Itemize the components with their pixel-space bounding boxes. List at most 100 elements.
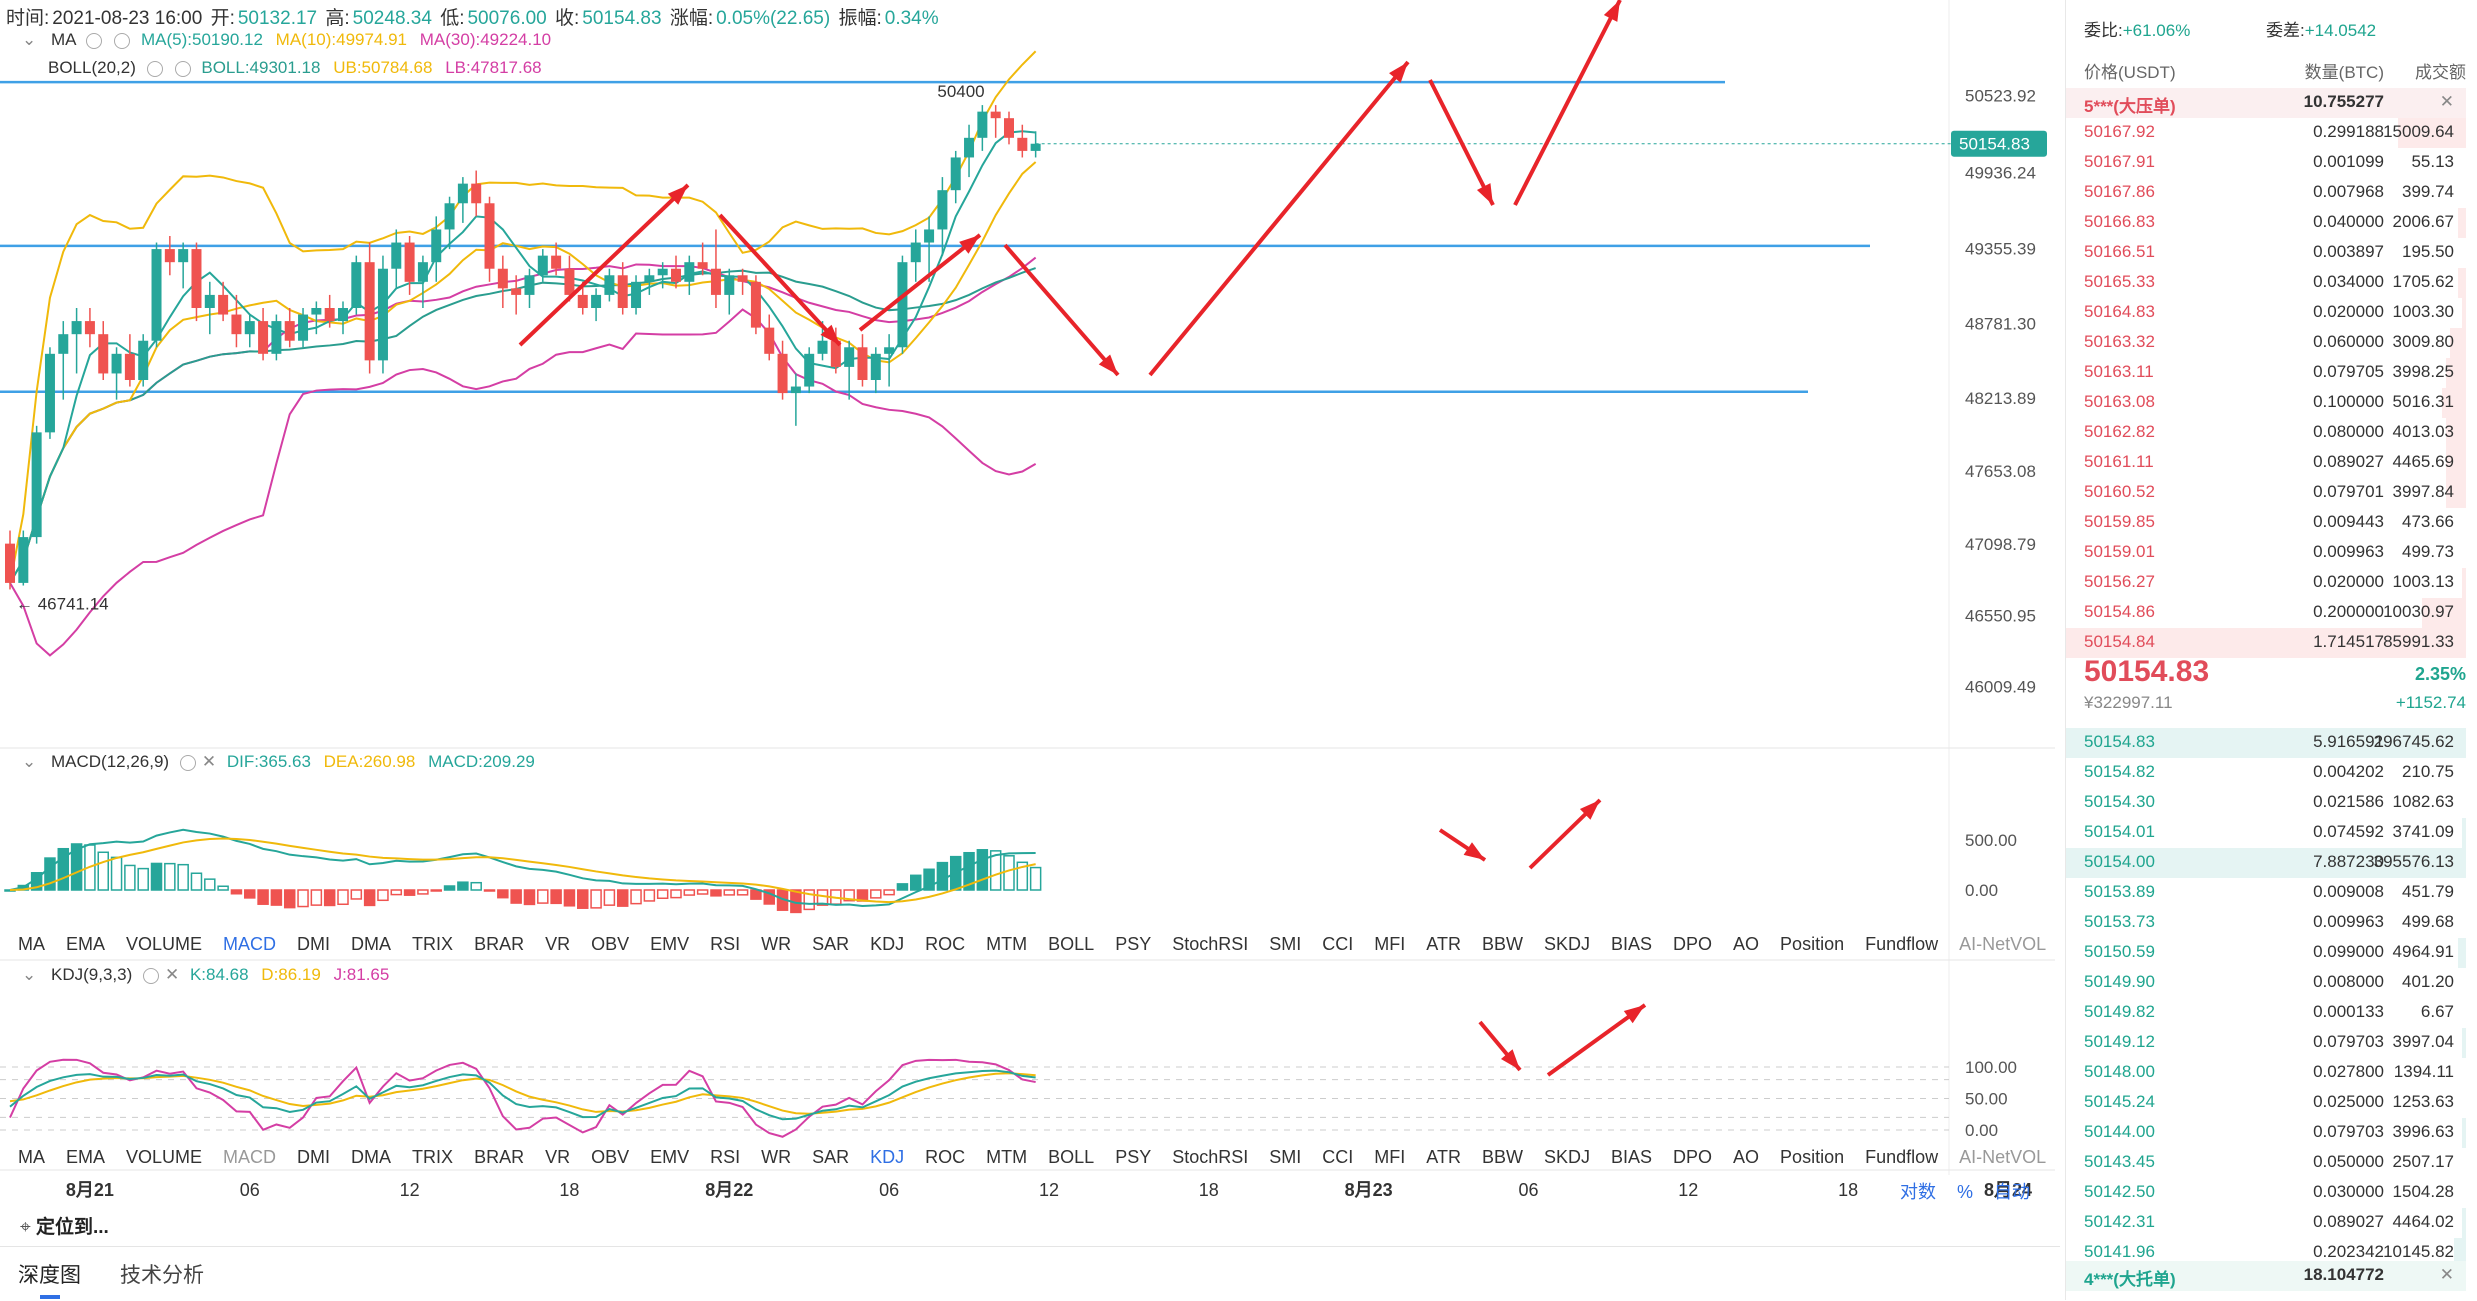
tab-dmi[interactable]: DMI [297, 1147, 331, 1167]
bid-row[interactable]: 50149.90 0.008000 401.20 [2066, 968, 2466, 998]
tab-emv[interactable]: EMV [650, 1147, 690, 1167]
ask-row[interactable]: 50154.84 1.714517 85991.33 [2066, 628, 2466, 658]
kline-chart[interactable]: 50523.92 49936.24 49355.39 48781.30 48213.89… [0, 0, 2060, 1246]
bottom-tabs[interactable]: 深度图 技术分析 [0, 1246, 2060, 1301]
ask-row[interactable]: 50161.11 0.089027 4465.69 [2066, 448, 2466, 478]
chart-area[interactable]: 50523.92 49936.24 49355.39 48781.30 48213.89… [0, 0, 2189, 1301]
bid-row[interactable]: 50153.73 0.009963 499.68 [2066, 908, 2466, 938]
tab-ai-netvol[interactable]: AI-NetVOL [1959, 934, 2047, 954]
bid-row[interactable]: 50154.01 0.074592 3741.09 [2066, 818, 2466, 848]
tab-depth[interactable]: 深度图 [18, 1264, 81, 1287]
tab-smi[interactable]: SMI [1269, 934, 1302, 954]
indicator-tabs-kdj[interactable]: MA EMA VOLUME MACD DMI DMA TRIX BRAR VR OBV EMV RSI… [18, 1147, 2210, 1168]
large-bid-row[interactable]: 4***(大托单) 18.104772 ✕ [2066, 1261, 2466, 1291]
ask-row[interactable]: 50167.91 0.001099 55.13 [2066, 148, 2466, 178]
tab-atr[interactable]: ATR [1426, 934, 1461, 954]
tab-psy[interactable]: PSY [1115, 934, 1152, 954]
tab-roc[interactable]: ROC [925, 1147, 966, 1167]
bid-row[interactable]: 50148.00 0.027800 1394.11 [2066, 1058, 2466, 1088]
tab-macd[interactable]: MACD [223, 1147, 277, 1167]
tab-vr[interactable]: VR [545, 1147, 571, 1167]
tab-mtm[interactable]: MTM [986, 1147, 1028, 1167]
gear-icon[interactable] [174, 60, 191, 77]
tab-position[interactable]: Position [1780, 934, 1845, 954]
gear-icon[interactable] [179, 754, 196, 771]
tab-vr[interactable]: VR [545, 934, 571, 954]
tab-bias[interactable]: BIAS [1610, 934, 1653, 954]
bid-row[interactable]: 50154.82 0.004202 210.75 [2066, 758, 2466, 788]
bid-row[interactable]: 50142.50 0.030000 1504.28 [2066, 1178, 2466, 1208]
tab-macd[interactable]: MACD [223, 934, 277, 954]
ask-row[interactable]: 50159.01 0.009963 499.73 [2066, 538, 2466, 568]
tab-mfi[interactable]: MFI [1374, 1147, 1406, 1167]
tab-dpo[interactable]: DPO [1673, 1147, 1713, 1167]
tab-roc[interactable]: ROC [925, 934, 966, 954]
bid-row[interactable]: 50141.96 0.202342 10145.82 [2066, 1238, 2466, 1268]
bid-row[interactable]: 50153.89 0.009008 451.79 [2066, 878, 2466, 908]
tab-kdj[interactable]: KDJ [870, 934, 905, 954]
tab-mfi[interactable]: MFI [1374, 934, 1406, 954]
tab-wr[interactable]: WR [761, 1147, 792, 1167]
locate-button[interactable]: ⌖ 定位到... [20, 1217, 109, 1238]
tab-boll[interactable]: BOLL [1048, 934, 1095, 954]
tab-mtm[interactable]: MTM [986, 934, 1028, 954]
tab-technical[interactable]: 技术分析 [120, 1264, 204, 1287]
tab-dpo[interactable]: DPO [1673, 934, 1713, 954]
bid-row[interactable]: 50150.59 0.099000 4964.91 [2066, 938, 2466, 968]
ask-row[interactable]: 50160.52 0.079701 3997.84 [2066, 478, 2466, 508]
tab-ema[interactable]: EMA [66, 1147, 106, 1167]
tab-sar[interactable]: SAR [812, 1147, 850, 1167]
ask-row[interactable]: 50159.85 0.009443 473.66 [2066, 508, 2466, 538]
tab-psy[interactable]: PSY [1115, 1147, 1152, 1167]
tab-position[interactable]: Position [1780, 1147, 1845, 1167]
tab-ma[interactable]: MA [18, 1147, 45, 1167]
tab-rsi[interactable]: RSI [710, 1147, 741, 1167]
bid-row[interactable]: 50149.82 0.000133 6.67 [2066, 998, 2466, 1028]
ask-row[interactable]: 50167.86 0.007968 399.74 [2066, 178, 2466, 208]
scale-options[interactable]: 对数 % 自动 [1884, 1178, 2030, 1204]
log-scale-button[interactable]: 对数 [1899, 1182, 1936, 1202]
tab-smi[interactable]: SMI [1269, 1147, 1302, 1167]
indicator-tabs-macd[interactable]: MA EMA VOLUME MACD DMI DMA TRIX BRAR VR OBV EMV RSI… [18, 934, 2210, 955]
large-ask-row[interactable]: 5***(大压单) 10.755277 ✕ [2066, 88, 2466, 118]
gear-icon[interactable] [142, 967, 159, 984]
tab-stochrsi[interactable]: StochRSI [1172, 1147, 1249, 1167]
eye-icon[interactable] [86, 32, 103, 49]
tab-obv[interactable]: OBV [591, 1147, 630, 1167]
collapse-icon[interactable]: ⌄ [22, 965, 37, 984]
ask-row[interactable]: 50165.33 0.034000 1705.62 [2066, 268, 2466, 298]
bid-row[interactable]: 50154.83 5.916591 296745.62 [2066, 728, 2466, 758]
tab-trix[interactable]: TRIX [412, 934, 454, 954]
tab-stochrsi[interactable]: StochRSI [1172, 934, 1249, 954]
ask-row[interactable]: 50163.11 0.079705 3998.25 [2066, 358, 2466, 388]
tab-rsi[interactable]: RSI [710, 934, 741, 954]
tab-obv[interactable]: OBV [591, 934, 630, 954]
tab-volume[interactable]: VOLUME [126, 1147, 203, 1167]
close-icon[interactable]: ✕ [201, 752, 217, 771]
tab-bbw[interactable]: BBW [1481, 1147, 1523, 1167]
tab-ai-netvol[interactable]: AI-NetVOL [1959, 1147, 2047, 1167]
ask-row[interactable]: 50163.08 0.100000 5016.31 [2066, 388, 2466, 418]
tab-cci[interactable]: CCI [1322, 934, 1354, 954]
ask-row[interactable]: 50163.32 0.060000 3009.80 [2066, 328, 2466, 358]
tab-dmi[interactable]: DMI [297, 934, 331, 954]
ask-row[interactable]: 50156.27 0.020000 1003.13 [2066, 568, 2466, 598]
tab-wr[interactable]: WR [761, 934, 792, 954]
bid-row[interactable]: 50154.00 7.887230 395576.13 [2066, 848, 2466, 878]
bid-row[interactable]: 50144.00 0.079703 3996.63 [2066, 1118, 2466, 1148]
ask-row[interactable]: 50164.83 0.020000 1003.30 [2066, 298, 2466, 328]
gear-icon[interactable] [114, 32, 131, 49]
bid-row[interactable]: 50142.31 0.089027 4464.02 [2066, 1208, 2466, 1238]
tab-dma[interactable]: DMA [351, 934, 392, 954]
bid-row[interactable]: 50149.12 0.079703 3997.04 [2066, 1028, 2466, 1058]
tab-emv[interactable]: EMV [650, 934, 690, 954]
auto-scale-button[interactable]: 自动 [1994, 1182, 2030, 1202]
collapse-icon[interactable]: ⌄ [22, 752, 37, 771]
tab-boll[interactable]: BOLL [1048, 1147, 1095, 1167]
bid-row[interactable]: 50154.30 0.021586 1082.63 [2066, 788, 2466, 818]
bid-row[interactable]: 50145.24 0.025000 1253.63 [2066, 1088, 2466, 1118]
ask-row[interactable]: 50154.86 0.200000 10030.97 [2066, 598, 2466, 628]
close-icon[interactable]: ✕ [2439, 1265, 2454, 1284]
tab-skdj[interactable]: SKDJ [1543, 934, 1590, 954]
bid-row[interactable]: 50143.45 0.050000 2507.17 [2066, 1148, 2466, 1178]
